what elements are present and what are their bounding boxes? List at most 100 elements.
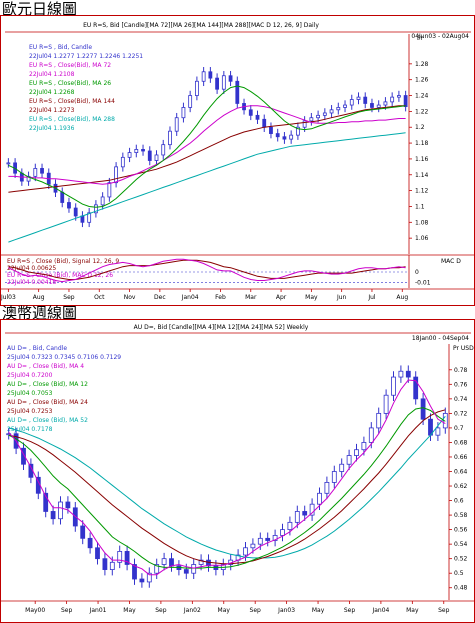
aud-xtick-label-1: Sep bbox=[61, 607, 73, 614]
eur-candle-42 bbox=[289, 130, 294, 144]
aud-price-unit: Pr USD bbox=[453, 345, 474, 352]
eur-candle-30 bbox=[208, 67, 213, 83]
eur-macd-legend-3: 22Jul04 0.00418 bbox=[7, 279, 56, 286]
aud-xtick-label-7: Sep bbox=[250, 607, 262, 614]
aud-legend-6: AU D= , Close (Bid), MA 24 bbox=[7, 399, 88, 406]
aud-candle-59 bbox=[442, 407, 448, 434]
aud-xtick-label-9: May bbox=[312, 607, 325, 614]
eur-legend-8: EU R=S , Close(Bid), MA 288 bbox=[29, 116, 115, 123]
aud-candle-11 bbox=[87, 532, 93, 554]
eur-chart-title: EU R=S, Bid [Candle][MA 72][MA 26][MA 14… bbox=[83, 22, 319, 29]
eur-candle-47 bbox=[322, 108, 327, 121]
eur-candle-33 bbox=[228, 70, 233, 87]
aud-candle-8 bbox=[65, 496, 71, 514]
eur-ytick-label-3: 1.22 bbox=[415, 108, 429, 115]
aud-xtick-label-11: Jan04 bbox=[371, 607, 389, 614]
eur-macd-legend-0: EU R=S , Close (Bid), Signal 12, 26, 9 bbox=[7, 258, 119, 265]
eur-candle-39 bbox=[269, 122, 273, 139]
eur-xtick-label-6: Jan04 bbox=[181, 294, 199, 301]
eur-candle-26 bbox=[181, 102, 186, 123]
eur-ytick-label-2: 1.24 bbox=[415, 93, 429, 100]
eur-candle-0 bbox=[6, 158, 11, 168]
eur-candle-41 bbox=[282, 131, 287, 144]
eur-candle-8 bbox=[60, 187, 65, 208]
aud-xtick-label-13: Sep bbox=[438, 607, 450, 614]
eur-candle-28 bbox=[194, 76, 199, 101]
eur-ytick-label-7: 1.14 bbox=[415, 172, 429, 179]
aud-ytick-label-12: 0.54 bbox=[454, 541, 468, 548]
eur-macd-ytick-0: 0 bbox=[415, 269, 419, 276]
eur-ytick-label-6: 1.16 bbox=[415, 156, 429, 163]
aud-legend-2: AU D= , Close (Bid), MA 4 bbox=[7, 363, 84, 370]
aud-candle-56 bbox=[420, 393, 426, 426]
eur-macd-ytick-1: -0.01 bbox=[415, 280, 431, 287]
aud-candle-50 bbox=[376, 407, 382, 434]
aud-candle-15 bbox=[117, 545, 123, 569]
eur-candle-48 bbox=[329, 105, 334, 118]
aud-xtick-label-2: Jan01 bbox=[89, 607, 107, 614]
aud-legend-9: 25Jul04 0.7178 bbox=[7, 426, 53, 433]
eur-ytick-label-0: 1.28 bbox=[415, 61, 429, 68]
aud-legend-5: 25Jul04 0.7053 bbox=[7, 390, 53, 397]
aud-xtick-label-10: Sep bbox=[344, 607, 356, 614]
aud-candle-47 bbox=[354, 443, 359, 462]
aud-ytick-label-14: 0.5 bbox=[454, 570, 464, 577]
aud-xtick-label-3: May bbox=[123, 607, 136, 614]
aud-candle-22 bbox=[169, 552, 174, 572]
aud-ytick-label-5: 0.68 bbox=[454, 439, 468, 446]
eur-candle-15 bbox=[107, 177, 112, 202]
eur-candle-25 bbox=[174, 112, 179, 136]
eur-candle-38 bbox=[262, 114, 267, 132]
aud-legend-8: AU D= , Close (Bid), MA 52 bbox=[7, 417, 88, 424]
eur-candle-40 bbox=[275, 128, 280, 142]
eur-ytick-label-9: 1.1 bbox=[415, 203, 425, 210]
aud-candle-20 bbox=[154, 558, 160, 580]
eur-candle-16 bbox=[114, 162, 118, 188]
eur-candle-18 bbox=[127, 147, 132, 163]
eur-xtick-label-1: Aug bbox=[33, 294, 45, 301]
aud-ytick-label-3: 0.72 bbox=[454, 410, 468, 417]
eur-xtick-label-4: Nov bbox=[124, 294, 136, 301]
aud-legend-0: AU D= , Bid, Candle bbox=[7, 345, 67, 352]
eur-candle-43 bbox=[295, 122, 300, 140]
eur-candle-21 bbox=[147, 146, 152, 166]
eur-candle-24 bbox=[168, 126, 172, 150]
aud-candle-27 bbox=[206, 554, 211, 572]
aud-candle-52 bbox=[391, 371, 396, 402]
aud-ytick-label-9: 0.6 bbox=[454, 498, 464, 505]
eur-candle-57 bbox=[390, 92, 395, 107]
eur-candle-19 bbox=[134, 144, 139, 158]
aud-ma4-line bbox=[8, 379, 446, 576]
eur-candle-29 bbox=[201, 67, 206, 87]
eur-candle-52 bbox=[356, 92, 361, 105]
eur-xtick-label-10: May bbox=[305, 294, 318, 301]
eur-legend-9: 22Jul04 1.1936 bbox=[29, 125, 75, 132]
aud-ytick-label-15: 0.48 bbox=[454, 585, 468, 592]
aud-candle-41 bbox=[309, 498, 315, 521]
aud-weekly-chart: AU D=, Bid [Candle][MA 4][MA 12][MA 24][… bbox=[0, 319, 475, 623]
eur-xtick-label-0: Jul03 bbox=[1, 294, 16, 301]
eur-candle-53 bbox=[363, 92, 368, 109]
eur-xtick-label-8: Mar bbox=[245, 294, 257, 301]
eur-legend-6: EU R=S , Close(Bid), MA 144 bbox=[29, 98, 115, 105]
eur-legend-2: EU R=S , Close(Bid), MA 72 bbox=[29, 62, 111, 69]
eur-ytick-label-8: 1.12 bbox=[415, 188, 429, 195]
aud-xtick-label-0: May00 bbox=[25, 607, 45, 614]
aud-xtick-label-8: Jan03 bbox=[277, 607, 295, 614]
eur-candle-59 bbox=[403, 90, 408, 112]
aud-candle-39 bbox=[294, 505, 300, 529]
eur-legend-4: EU R=S , Close(Bid), MA 26 bbox=[29, 80, 111, 87]
eur-candle-31 bbox=[215, 73, 220, 94]
aud-candle-43 bbox=[324, 476, 330, 500]
eur-macd-legend-2: EU R=S , Close (Bid), MAC D 12, 26 bbox=[7, 272, 113, 279]
aud-ytick-label-13: 0.52 bbox=[454, 556, 468, 563]
aud-ma24-line bbox=[8, 409, 446, 565]
eur-daily-chart: EU R=S, Bid [Candle][MA 72][MA 26][MA 14… bbox=[0, 15, 475, 306]
eur-price-unit: Pr bbox=[417, 35, 424, 42]
eur-candle-37 bbox=[255, 110, 260, 125]
aud-candle-40 bbox=[302, 505, 308, 521]
aud-ytick-label-4: 0.7 bbox=[454, 425, 464, 432]
aud-candle-12 bbox=[95, 541, 100, 565]
aud-legend-4: AU D= , Close (Bid), MA 12 bbox=[7, 381, 88, 388]
eur-candle-45 bbox=[309, 112, 314, 126]
